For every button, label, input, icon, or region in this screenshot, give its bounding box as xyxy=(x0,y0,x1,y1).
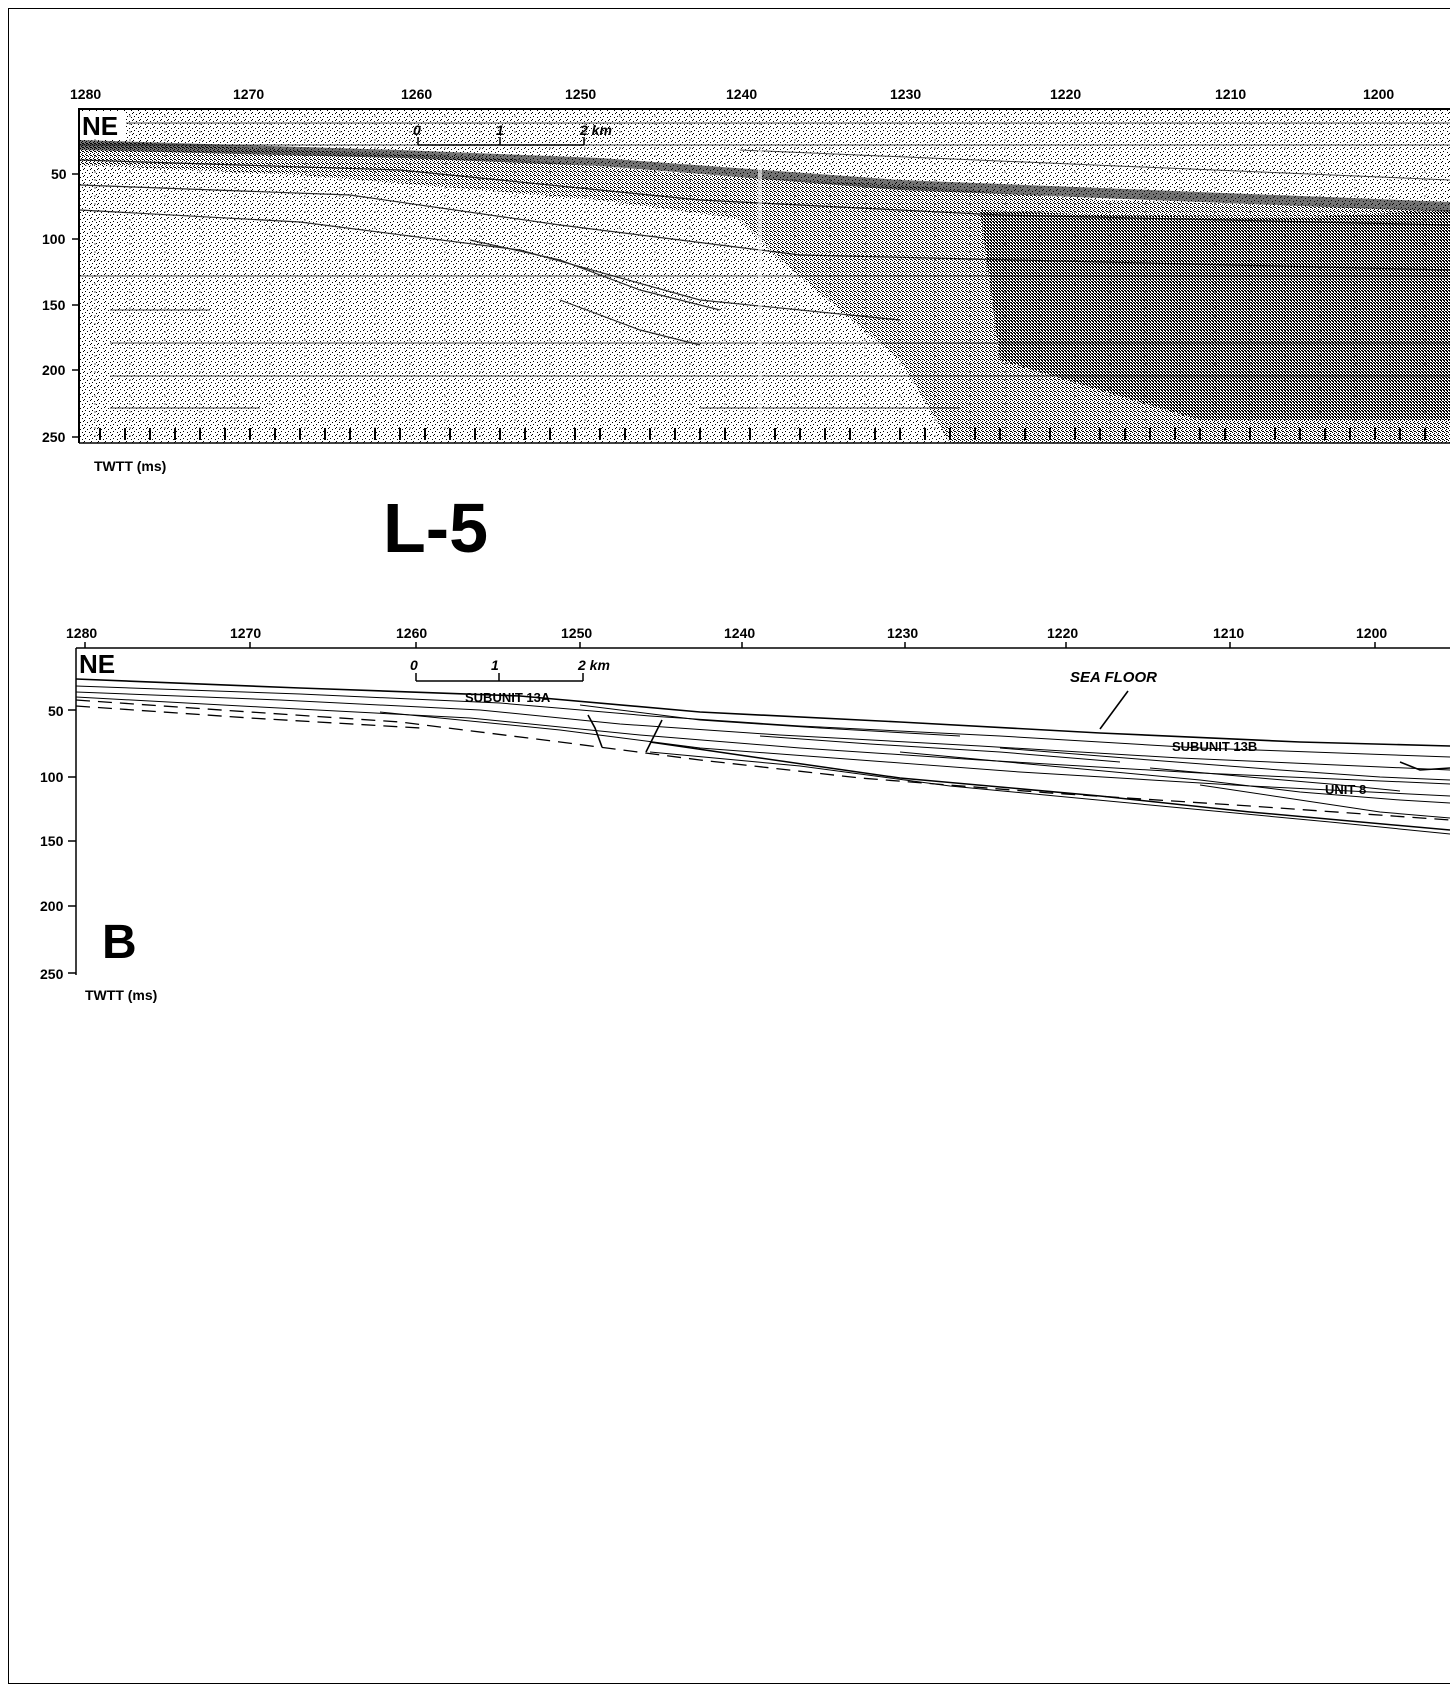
panel-label: B xyxy=(102,916,137,969)
top-y-tick-label: 250 xyxy=(42,429,66,445)
sea-floor-label: SEA FLOOR xyxy=(1070,669,1157,686)
bottom-x-tick-label: 1280 xyxy=(66,625,97,641)
top-x-tick-label: 1220 xyxy=(1050,86,1081,102)
top-x-tick-label: 1280 xyxy=(70,86,101,102)
bottom-scale-tick-label: 1 xyxy=(491,657,499,673)
top-x-tick-label: 1240 xyxy=(726,86,757,102)
bottom-x-tick-label: 1260 xyxy=(396,625,427,641)
seismic-reflection-image xyxy=(80,110,1450,443)
bottom-scale-bar: 0 1 2 km xyxy=(410,657,610,682)
interpreted-horizons xyxy=(75,678,1450,835)
top-y-axis-title: TWTT (ms) xyxy=(94,458,166,474)
top-scale-tick-label: 2 km xyxy=(579,122,612,138)
bottom-y-tick-label: 250 xyxy=(40,966,64,982)
seismic-profile-top: 1280 1270 1260 1250 1240 1230 1220 1210 … xyxy=(42,86,1450,474)
top-x-tick-labels: 1280 1270 1260 1250 1240 1230 1220 1210 … xyxy=(70,86,1394,102)
subunit-13a-label: SUBUNIT 13A xyxy=(465,690,551,705)
sea-floor-leader xyxy=(1099,690,1129,730)
top-x-tick-label: 1250 xyxy=(565,86,596,102)
fault-line xyxy=(587,714,603,748)
top-y-tick-label: 50 xyxy=(51,166,67,182)
bottom-x-tick-label: 1250 xyxy=(561,625,592,641)
top-x-tick-label: 1260 xyxy=(401,86,432,102)
bottom-x-tick-label: 1210 xyxy=(1213,625,1244,641)
sea-floor-horizon xyxy=(75,678,1450,747)
top-scale-tick-label: 0 xyxy=(413,122,421,138)
top-y-tick-label: 100 xyxy=(42,231,66,247)
bottom-x-tick-label: 1230 xyxy=(887,625,918,641)
line-label: L-5 xyxy=(383,489,488,567)
figure-frame xyxy=(8,8,1450,1684)
top-x-tick-label: 1200 xyxy=(1363,86,1394,102)
bottom-y-tick-label: 100 xyxy=(40,769,64,785)
top-y-tick-label: 150 xyxy=(42,297,66,313)
bottom-scale-tick-label: 2 km xyxy=(577,657,610,673)
top-y-axis: 50 100 150 200 250 TWTT (ms) xyxy=(42,166,166,474)
top-x-tick-label: 1210 xyxy=(1215,86,1246,102)
bottom-x-tick-label: 1240 xyxy=(724,625,755,641)
subunit-13b-label: SUBUNIT 13B xyxy=(1172,739,1257,754)
bottom-scale-tick-label: 0 xyxy=(410,657,418,673)
bottom-y-tick-label: 50 xyxy=(48,703,64,719)
bottom-y-axis: 50 100 150 200 250 TWTT (ms) xyxy=(40,703,157,1003)
fault-line xyxy=(645,719,663,753)
bottom-x-tick-labels: 1280 1270 1260 1250 1240 1230 1220 1210 … xyxy=(66,625,1387,641)
top-scale-bar: 0 1 2 km xyxy=(413,122,612,146)
bottom-y-axis-title: TWTT (ms) xyxy=(85,987,157,1003)
top-x-tick-label: 1270 xyxy=(233,86,264,102)
bottom-y-tick-label: 150 xyxy=(40,833,64,849)
bottom-x-tick-label: 1270 xyxy=(230,625,261,641)
bottom-x-tick-label: 1200 xyxy=(1356,625,1387,641)
interpreted-profile-bottom: 1280 1270 1260 1250 1240 1230 1220 1210 … xyxy=(40,625,1450,1003)
top-direction-label: NE xyxy=(82,111,118,141)
bottom-y-tick-label: 200 xyxy=(40,898,64,914)
bottom-x-tick-label: 1220 xyxy=(1047,625,1078,641)
bottom-direction-label: NE xyxy=(79,649,115,679)
top-scale-tick-label: 1 xyxy=(496,122,504,138)
top-x-tick-label: 1230 xyxy=(890,86,921,102)
unit-8-label: UNIT 8 xyxy=(1325,782,1366,797)
top-y-tick-label: 200 xyxy=(42,362,66,378)
